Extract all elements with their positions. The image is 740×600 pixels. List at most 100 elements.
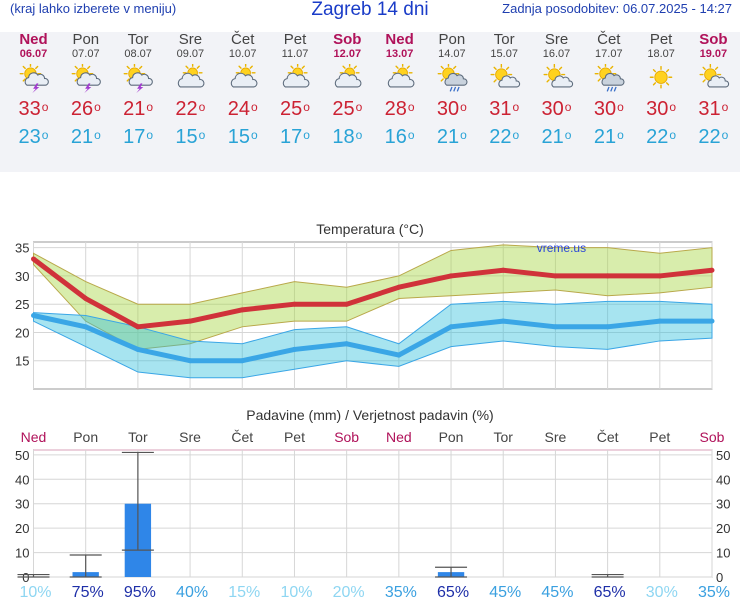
precipitation-y-tick-right: 40 <box>716 472 730 487</box>
forecast-day: Ned 06.07 33o 23o <box>8 32 60 149</box>
day-name: Ned <box>385 31 414 48</box>
day-date: 19.07 <box>699 48 728 60</box>
min-temperature-point <box>396 352 402 358</box>
degree-mark: o <box>512 128 520 142</box>
min-temperature-point <box>291 346 297 352</box>
day-date: 15.07 <box>490 48 518 60</box>
forecast-day: Pon 07.07 26o 21o <box>60 32 112 149</box>
day-name: Sre <box>544 31 569 48</box>
temp-max-value: 28 <box>384 98 407 120</box>
max-temperature-point <box>291 301 297 307</box>
sun-cloud-rain-icon <box>594 64 625 92</box>
temp-min-value: 21 <box>541 126 564 148</box>
precipitation-y-tick-right: 30 <box>716 497 730 512</box>
sun-small-cloud-icon <box>543 64 573 88</box>
forecast-day: Sre 16.07 30o 21o <box>531 32 583 148</box>
forecast-day: Ned 13.07 28o 16o <box>374 31 426 149</box>
precipitation-day-label: Ned <box>21 429 47 445</box>
degree-mark: o <box>617 128 624 142</box>
temp-min: 22o <box>687 126 739 148</box>
day-name: Sob <box>699 31 728 48</box>
temp-max: 31o <box>478 98 530 120</box>
degree-mark: o <box>198 100 206 114</box>
max-temperature-point <box>500 267 506 273</box>
day-name: Sre <box>178 31 203 48</box>
partly-cloudy-icon <box>230 64 258 88</box>
degree-mark: o <box>669 100 677 114</box>
degree-mark: o <box>512 100 520 114</box>
temp-max: 30o <box>531 98 583 120</box>
min-temperature-point <box>709 318 715 324</box>
day-name: Čet <box>597 31 621 48</box>
temp-max-value: 30 <box>646 98 669 120</box>
precipitation-day-label: Pet <box>284 429 305 445</box>
temp-max-value: 25 <box>332 98 355 120</box>
temp-min: 16o <box>374 126 426 148</box>
day-name: Tor <box>127 31 149 48</box>
max-temperature-point <box>344 301 350 307</box>
precipitation-day-label: Sre <box>179 429 201 445</box>
degree-mark: o <box>41 128 49 142</box>
degree-mark: o <box>564 100 572 114</box>
precipitation-probability: 10% <box>280 584 312 600</box>
watermark: vreme.us <box>537 241 586 255</box>
temp-max: 25o <box>321 98 373 120</box>
temp-max: 21o <box>112 98 164 120</box>
temp-min: 17o <box>269 126 321 148</box>
day-date: 13.07 <box>385 48 414 60</box>
precipitation-day-label: Čet <box>231 429 253 445</box>
min-temperature-point <box>605 324 611 330</box>
precipitation-y-tick-right: 0 <box>716 570 723 585</box>
precipitation-day-label: Sob <box>334 429 359 445</box>
min-temperature-point <box>135 346 141 352</box>
min-temperature-point <box>500 318 506 324</box>
precipitation-day-label: Pon <box>439 429 464 445</box>
degree-mark: o <box>407 128 415 142</box>
temp-max: 30o <box>426 98 478 120</box>
min-temperature-point <box>657 318 663 324</box>
partly-cloudy-icon <box>178 64 205 88</box>
day-date: 11.07 <box>281 48 309 60</box>
precipitation-day-label: Tor <box>128 429 148 445</box>
temp-min: 21o <box>531 126 583 148</box>
day-date: 17.07 <box>595 48 623 60</box>
degree-mark: o <box>564 128 572 142</box>
temp-max: 26o <box>60 98 112 120</box>
day-name: Pon <box>438 31 466 48</box>
day-date: 06.07 <box>19 48 48 60</box>
temp-max-value: 30 <box>593 98 617 120</box>
precipitation-probability: 45% <box>489 584 521 600</box>
temp-min: 23o <box>8 126 60 148</box>
temperature-y-tick: 25 <box>15 297 29 312</box>
temperature-y-tick: 20 <box>15 325 29 340</box>
precipitation-y-tick-left: 50 <box>15 448 29 463</box>
temp-min-value: 18 <box>332 126 355 148</box>
degree-mark: o <box>303 100 310 114</box>
thunderstorm-sun-icon <box>123 64 153 94</box>
max-temperature-point <box>605 273 611 279</box>
precipitation-day-label: Sob <box>700 429 725 445</box>
precipitation-probability: 95% <box>124 584 156 600</box>
temp-max: 28o <box>374 98 426 120</box>
thunderstorm-sun-icon <box>71 64 101 94</box>
precipitation-y-tick-right: 50 <box>716 448 730 463</box>
degree-mark: o <box>303 128 310 142</box>
temp-min-value: 15 <box>175 126 198 148</box>
temp-min: 18o <box>321 126 373 148</box>
degree-mark: o <box>250 128 258 142</box>
max-temperature-point <box>709 267 715 273</box>
precipitation-day-label: Ned <box>386 429 412 445</box>
temp-min: 22o <box>635 126 687 148</box>
precipitation-y-tick-left: 30 <box>15 497 29 512</box>
temp-min: 21o <box>60 126 112 148</box>
precipitation-y-tick-right: 10 <box>716 546 730 561</box>
precipitation-day-label: Čet <box>597 429 619 445</box>
max-temperature-point <box>187 318 193 324</box>
degree-mark: o <box>94 100 101 114</box>
temperature-y-tick: 30 <box>15 269 29 284</box>
precipitation-probability: 65% <box>594 584 626 600</box>
temp-max-value: 30 <box>541 98 564 120</box>
temp-min: 15o <box>217 126 269 148</box>
max-temperature-point <box>239 307 245 313</box>
precipitation-probability: 75% <box>72 584 104 600</box>
